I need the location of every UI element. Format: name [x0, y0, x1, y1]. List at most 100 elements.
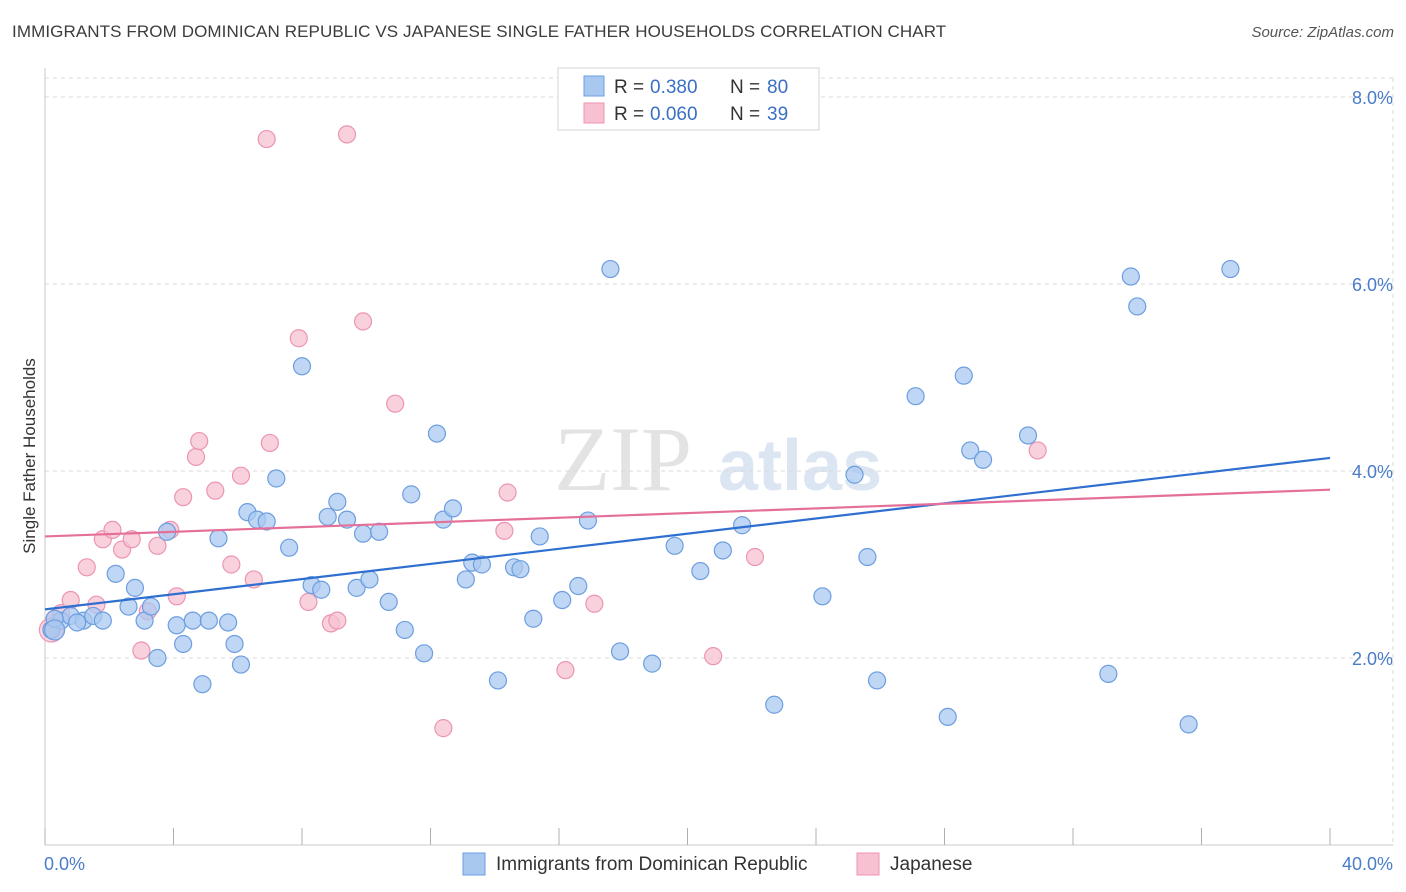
dominican-point [733, 516, 752, 535]
legend-r-value-japanese: 0.060 [650, 104, 698, 125]
series-label-dominican: Immigrants from Dominican Republic [496, 854, 808, 875]
dominican-point [1121, 267, 1140, 286]
legend-swatch-japanese [583, 102, 605, 124]
japanese-trendline [44, 488, 1331, 538]
dominican-point [1221, 259, 1240, 279]
dominican-points [42, 259, 1240, 734]
dominican-point [93, 611, 112, 630]
x-tick-label: 40.0% [1342, 854, 1393, 874]
dominican-point [370, 522, 389, 541]
japanese-point [186, 447, 206, 467]
japanese-point [495, 521, 514, 540]
dominican-point [610, 642, 630, 661]
chart-title: IMMIGRANTS FROM DOMINICAN REPUBLIC VS JA… [12, 22, 947, 41]
dominican-point [1018, 426, 1038, 445]
dominican-point [318, 507, 337, 526]
trendlines [44, 456, 1331, 611]
dominican-point [530, 527, 549, 546]
dominican-point [443, 499, 463, 518]
dominican-point [337, 510, 357, 529]
dominican-point [292, 357, 312, 376]
dominican-point [219, 613, 238, 632]
japanese-point [190, 431, 209, 451]
japanese-point [260, 433, 279, 453]
series-legend: Immigrants from Dominican Republic Japan… [462, 852, 972, 876]
dominican-point [845, 465, 864, 484]
chart-source: Source: ZipAtlas.com [1251, 24, 1394, 41]
japanese-point [222, 555, 241, 574]
dominican-point [456, 570, 475, 589]
correlation-legend: R = 0.380 N = 80 R = 0.060 N = 39 [557, 67, 820, 131]
legend-r-value-dominican: 0.380 [650, 77, 698, 98]
dominican-point [199, 611, 218, 630]
dominican-point [125, 578, 145, 597]
dominican-point [961, 441, 980, 460]
dominican-point [867, 671, 887, 690]
tick-labels: 2.0% 4.0% 6.0% 8.0% 0.0% 40.0% [44, 88, 1393, 874]
dominican-point [1179, 715, 1198, 734]
dominican-point [280, 538, 299, 557]
dominican-point [106, 564, 125, 583]
dominican-point [193, 675, 212, 694]
dominican-point [954, 366, 973, 385]
japanese-point [206, 481, 225, 500]
dominican-point [209, 529, 228, 548]
dominican-point [174, 634, 193, 654]
watermark-zip: ZIP [554, 408, 692, 510]
y-tick-label: 4.0% [1352, 462, 1393, 482]
dominican-point [569, 576, 588, 596]
dominican-point [472, 555, 491, 574]
series-label-japanese: Japanese [890, 854, 972, 875]
dominican-point [148, 648, 167, 668]
dominican-point [312, 580, 331, 599]
dominican-point [231, 655, 251, 674]
dominican-point [938, 707, 957, 727]
dominican-point [1099, 664, 1118, 683]
dominican-point [578, 511, 598, 530]
legend-n-value-dominican: 80 [767, 77, 788, 98]
japanese-point [167, 587, 186, 606]
dominican-point [328, 492, 347, 511]
dominican-point [402, 485, 421, 504]
japanese-point [122, 530, 141, 549]
dominican-point [973, 450, 993, 469]
legend-r-label-japanese: R = [614, 104, 644, 125]
dominican-point [257, 512, 276, 531]
y-tick-label: 6.0% [1352, 275, 1393, 295]
dominican-point [44, 619, 66, 641]
japanese-point [231, 466, 251, 485]
y-tick-label: 8.0% [1352, 88, 1393, 108]
dominican-point [347, 578, 366, 597]
dominican-point [141, 597, 161, 616]
watermark-atlas: atlas [718, 426, 882, 506]
dominican-point [524, 609, 543, 628]
series-swatch-dominican [462, 852, 486, 876]
axes [44, 68, 1393, 846]
dominican-point [488, 671, 508, 690]
legend-r-label-dominican: R = [614, 77, 644, 98]
dominican-point [68, 613, 87, 632]
dominican-point [691, 561, 710, 581]
dominican-point [379, 592, 398, 612]
dominican-point [713, 541, 732, 560]
dominican-point [1128, 297, 1147, 316]
japanese-point [434, 719, 453, 738]
dominican-point [353, 524, 373, 543]
japanese-point [103, 520, 122, 540]
japanese-point [556, 661, 575, 680]
japanese-point [289, 329, 308, 348]
dominican-point [414, 644, 434, 663]
dominican-point [119, 597, 138, 616]
japanese-point [77, 558, 96, 577]
japanese-point [498, 483, 517, 502]
dominican-point [553, 590, 572, 610]
dominican-point [395, 620, 414, 640]
dominican-point [906, 387, 925, 406]
series-swatch-japanese [856, 852, 880, 876]
dominican-point [183, 611, 202, 630]
japanese-point [299, 592, 318, 612]
dominican-point [225, 634, 244, 654]
japanese-point [386, 394, 405, 413]
legend-n-label-japanese: N = [730, 104, 760, 125]
dominican-point [601, 259, 620, 279]
